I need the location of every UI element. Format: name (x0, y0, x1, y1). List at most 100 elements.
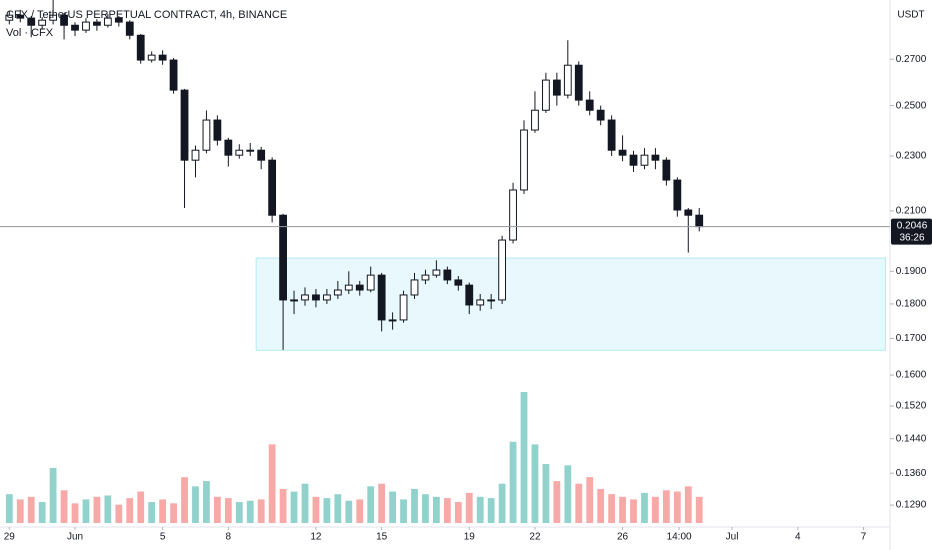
volume-bar (104, 495, 112, 523)
y-tick-label: 0.1440 (896, 433, 927, 444)
volume-bar (334, 494, 342, 523)
candle-body (432, 269, 441, 276)
x-tick-label: 14:00 (667, 532, 692, 543)
volume-bar (411, 488, 418, 523)
volume-bar (181, 477, 188, 523)
candle-body (552, 79, 561, 96)
candle-body (607, 119, 616, 151)
candle-body (202, 119, 211, 151)
volume-bar (224, 498, 232, 523)
volume-bar (673, 491, 681, 523)
volume-bar (564, 465, 572, 523)
y-tick-label: 0.1360 (896, 468, 927, 479)
candle-body (651, 154, 660, 161)
x-tick-label: 7 (861, 532, 867, 543)
candle-body (498, 239, 507, 301)
candle-body (596, 109, 605, 121)
volume-bar (356, 499, 364, 523)
volume-bar (531, 444, 539, 523)
candle-body (388, 319, 397, 322)
volume-bar (137, 491, 145, 523)
volume-bar (279, 488, 287, 523)
candle-body (5, 14, 14, 21)
candle-body (487, 299, 496, 302)
candle-body (246, 149, 255, 152)
candle-body (465, 284, 474, 306)
x-tick-label: 26 (617, 532, 629, 543)
volume-bar (498, 483, 506, 523)
candle-body (563, 64, 572, 96)
y-tick-label: 0.2500 (896, 100, 927, 111)
candle-body (49, 14, 58, 21)
y-tick-label: 0.1600 (896, 370, 927, 381)
x-tick-label: 29 (4, 532, 16, 543)
candle-body (574, 64, 583, 101)
x-tick-label: Jun (67, 532, 83, 543)
volume-bar (684, 486, 692, 523)
candle-body (673, 179, 682, 211)
volume-bar (367, 486, 375, 523)
candle-body (147, 54, 156, 61)
candle-body (279, 214, 287, 301)
candle-body (355, 284, 364, 291)
candle-body (640, 154, 649, 166)
volume-bar (443, 498, 451, 523)
currency-label: USDT (897, 10, 924, 21)
candle-body (476, 299, 485, 306)
candle-body (224, 139, 233, 156)
countdown-label: 36:26 (899, 232, 924, 243)
candle-body (344, 284, 353, 291)
candle-body (629, 154, 638, 166)
candle-body (322, 294, 331, 301)
y-tick-label: 0.1700 (896, 333, 927, 344)
y-tick-label: 0.2100 (896, 206, 927, 217)
candle-body (27, 17, 36, 26)
volume-bar (312, 496, 320, 523)
volume-bar (641, 492, 648, 523)
candle-body (290, 299, 298, 302)
candle-body (662, 159, 671, 181)
volume-bar (378, 483, 386, 523)
x-tick-label: 5 (160, 532, 166, 543)
candle-body (125, 21, 134, 36)
x-tick-label: Jul (726, 532, 739, 543)
volume-bar (235, 502, 243, 523)
candle-body (180, 89, 189, 161)
candle-body (443, 269, 452, 281)
volume-bar (520, 392, 528, 523)
candle-body (399, 294, 408, 321)
volume-bar (465, 492, 473, 523)
volume-bar (82, 499, 90, 523)
candle-body (542, 79, 550, 111)
x-tick-label: 4 (795, 532, 801, 543)
volume-bar (422, 494, 429, 523)
candle-body (268, 159, 277, 216)
candle-body (158, 54, 167, 61)
volume-bar (597, 488, 605, 523)
candle-body (213, 119, 222, 141)
candle-body (114, 17, 123, 23)
volume-bar (148, 502, 156, 523)
volume-bar (71, 503, 79, 523)
volume-bar (608, 494, 616, 523)
candle-body (103, 17, 112, 26)
candle-body (531, 109, 539, 131)
candle-body (71, 24, 79, 31)
volume-bar (246, 500, 254, 523)
volume-bar (630, 499, 637, 523)
volume-bar (487, 498, 495, 523)
candle-body (377, 274, 386, 321)
candle-body (520, 129, 528, 191)
volume-bar (389, 491, 396, 523)
volume-bar (213, 496, 221, 523)
candle-body (93, 21, 101, 26)
candle-body (695, 214, 704, 228)
last-price-label: 0.2046 (897, 220, 928, 231)
x-tick-label: 19 (464, 532, 476, 543)
y-tick-label: 0.2700 (896, 54, 927, 65)
candle-body (454, 279, 463, 286)
volume-bar (345, 500, 353, 523)
candle-body (410, 279, 419, 296)
volume-bar (652, 496, 659, 523)
